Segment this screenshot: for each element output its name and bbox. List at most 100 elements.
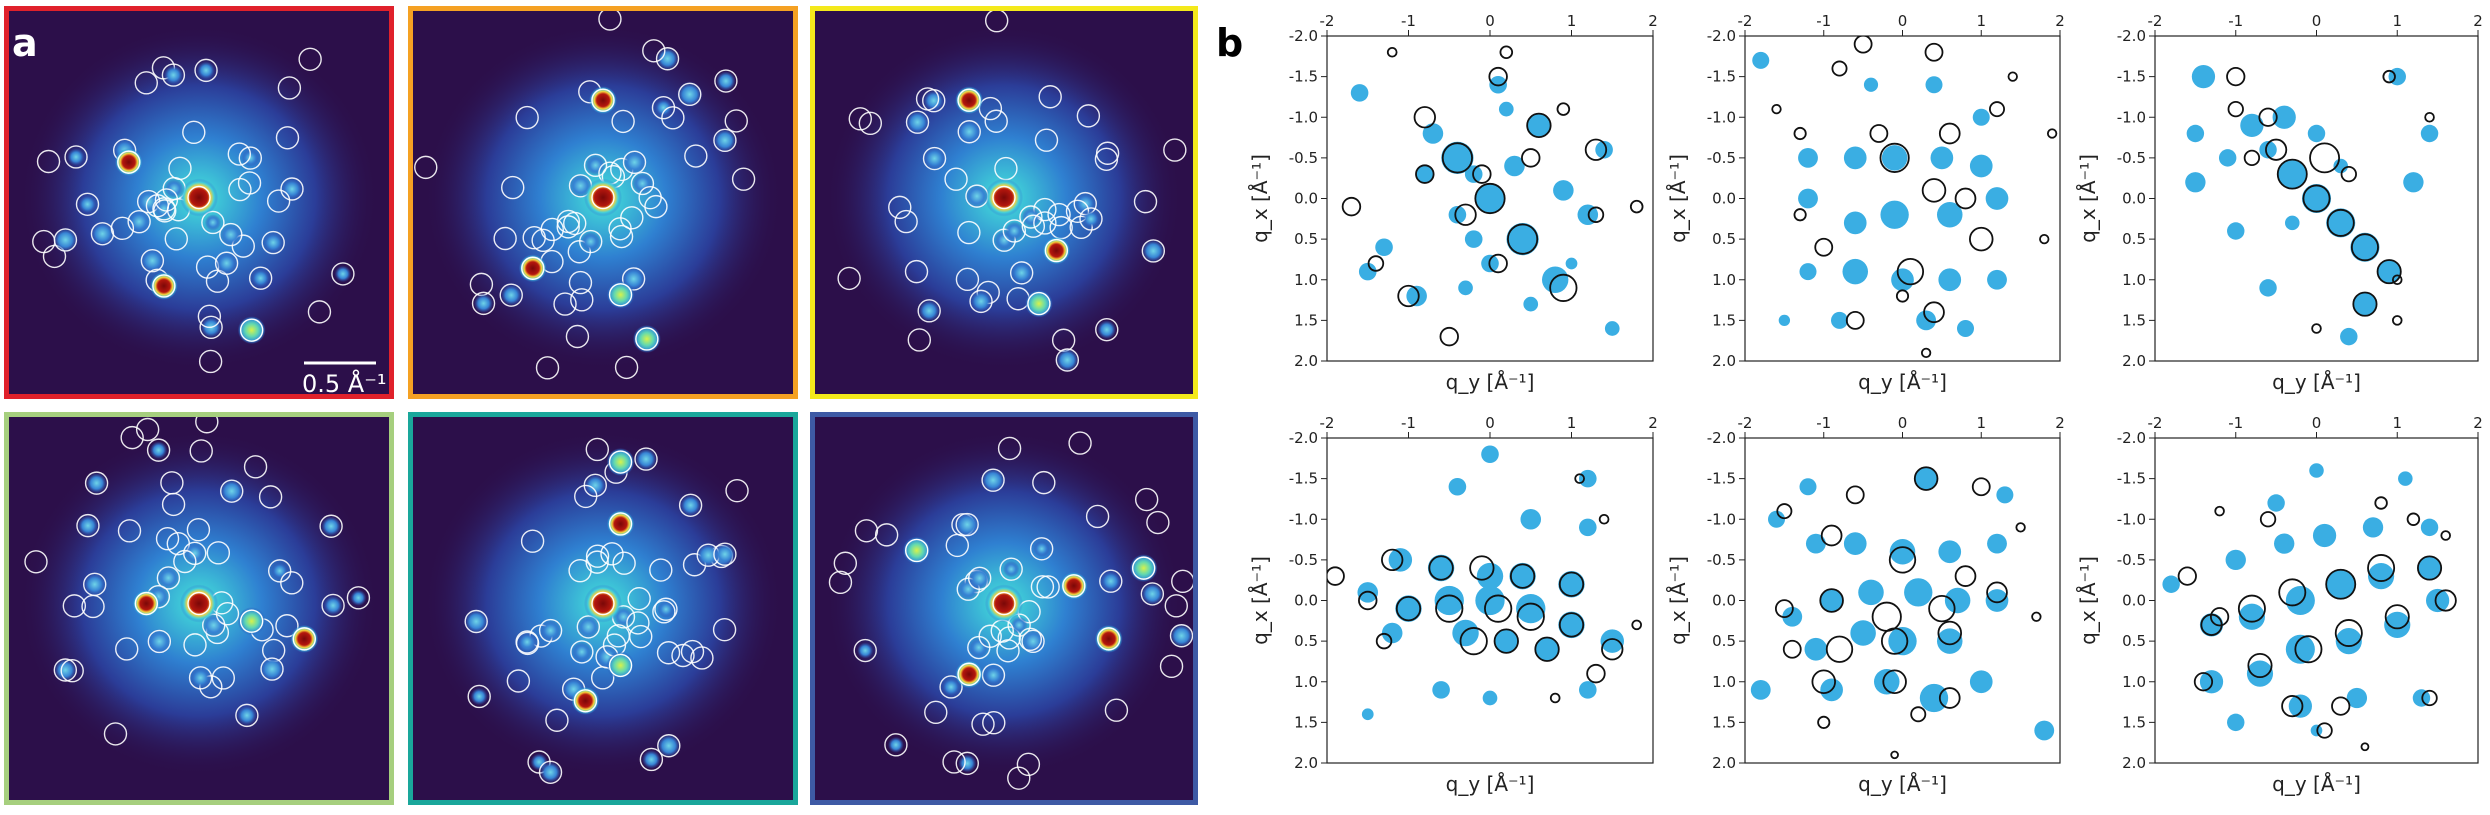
marker-circle: [64, 145, 88, 169]
simulated-point: [1475, 183, 1505, 214]
bright-bragg-spot: [237, 607, 266, 636]
experimental-point: [2417, 555, 2443, 581]
marker-circle: [545, 708, 569, 732]
experimental-point: [1441, 142, 1473, 174]
marker-circle: [214, 251, 239, 275]
marker-circle: [501, 175, 525, 200]
simulated-point: [1504, 155, 1525, 177]
x-axis-label: q_y [Å⁻¹]: [1858, 772, 1947, 796]
x-tick-label: 1: [1567, 12, 1577, 30]
simulated-point: [1936, 628, 1963, 654]
marker-circle: [568, 270, 593, 295]
bragg-spot: [156, 566, 180, 590]
simulated-point: [1475, 585, 1505, 616]
simulated-point: [2420, 124, 2439, 143]
marker-circle: [678, 493, 703, 517]
experimental-point: [1921, 178, 1947, 203]
experimental-point: [1782, 639, 1802, 659]
marker-circle: [235, 703, 259, 728]
simulated-point: [1996, 486, 2014, 504]
experimental-point: [1395, 595, 1422, 622]
marker-circle: [992, 185, 1016, 210]
scatter-subplot-5: -2 -1 0 1 2 -2.0 -1.5 -1.0 -0.5 0.0 0.5 1.0 1.5 2.0 q_…: [1666, 414, 2065, 796]
marker-circle: [206, 541, 231, 565]
experimental-point: [1397, 284, 1420, 308]
marker-circle: [1034, 128, 1059, 152]
marker-circle: [608, 653, 633, 678]
simulated-point: [2227, 222, 2245, 240]
marker-circle: [1097, 627, 1121, 651]
experimental-point: [1488, 66, 1508, 87]
marker-circle: [957, 88, 981, 112]
marker-circle: [1133, 189, 1158, 214]
bragg-spot: [956, 119, 982, 145]
simulated-point: [1778, 314, 1791, 327]
experimental-point: [1598, 513, 1610, 525]
simulated-point: [1919, 683, 1949, 713]
x-tick-label: 2: [2055, 414, 2065, 432]
bright-bragg-spot: [589, 86, 617, 115]
experimental-point: [2237, 594, 2266, 623]
marker-circle: [1018, 627, 1043, 652]
marker-circle: [1163, 138, 1187, 162]
marker-circle: [714, 69, 738, 93]
marker-circle: [1029, 537, 1054, 561]
marker-circle: [984, 109, 1008, 133]
simulated-point: [1427, 554, 1455, 582]
simulated-point: [1956, 319, 1975, 338]
bragg-spot: [139, 248, 166, 274]
x-tick-label: -1: [1816, 12, 1831, 30]
bright-bragg-spot: [955, 86, 984, 115]
bright-bragg-spot: [902, 536, 931, 565]
diffraction-image-1: 0.5 Å⁻¹: [4, 6, 394, 399]
experimental-point: [1820, 524, 1843, 547]
simulated-point: [1494, 629, 1519, 653]
experimental-point: [1825, 635, 1854, 663]
experimental-point: [1413, 106, 1436, 129]
x-tick-label: -1: [1401, 12, 1416, 30]
experimental-point: [2265, 138, 2288, 161]
marker-circle: [183, 633, 207, 657]
marker-circle: [1085, 504, 1110, 529]
y-tick-label: 1.5: [1712, 311, 1736, 329]
simulated-point: [1464, 230, 1483, 248]
bragg-spot: [923, 90, 945, 112]
experimental-point: [1853, 36, 1873, 54]
x-tick-label: 2: [1648, 414, 1658, 432]
y-tick-label: 0.0: [1294, 190, 1318, 208]
bragg-spot: [500, 284, 523, 306]
bragg-spot: [980, 467, 1006, 493]
marker-circle: [622, 150, 647, 174]
simulated-point: [1482, 690, 1498, 706]
simulated-point: [1350, 84, 1369, 102]
marker-circle: [649, 558, 673, 582]
marker-circle: [499, 283, 523, 307]
marker-circle: [75, 192, 100, 216]
experimental-point: [1869, 124, 1889, 143]
marker-circle: [579, 229, 603, 254]
bragg-spot: [968, 566, 992, 590]
marker-circle: [997, 436, 1022, 461]
marker-circle: [731, 167, 756, 191]
simulated-point: [1448, 477, 1467, 496]
image-frame: [810, 412, 1198, 805]
marker-circle: [1141, 239, 1166, 263]
scale-bar-label: 0.5 Å⁻¹: [302, 369, 387, 398]
marker-circle: [858, 111, 883, 136]
experimental-point: [1586, 663, 1606, 684]
marker-circle: [828, 570, 853, 595]
y-tick-label: -2.0: [1289, 429, 1318, 447]
marker-circle: [161, 492, 186, 517]
x-tick-label: 1: [2392, 12, 2402, 30]
bragg-spot: [584, 474, 607, 497]
marker-circle: [642, 39, 666, 63]
y-tick-label: 1.0: [1294, 271, 1318, 289]
marker-circle: [346, 586, 371, 610]
experimental-point: [2276, 158, 2308, 190]
marker-circle: [608, 450, 633, 474]
bright-bragg-spot: [149, 271, 178, 300]
y-tick-label: -1.0: [1707, 510, 1736, 528]
experimental-point: [2031, 611, 2042, 622]
central-beam-spot: [180, 178, 218, 217]
bragg-spot: [163, 65, 184, 85]
